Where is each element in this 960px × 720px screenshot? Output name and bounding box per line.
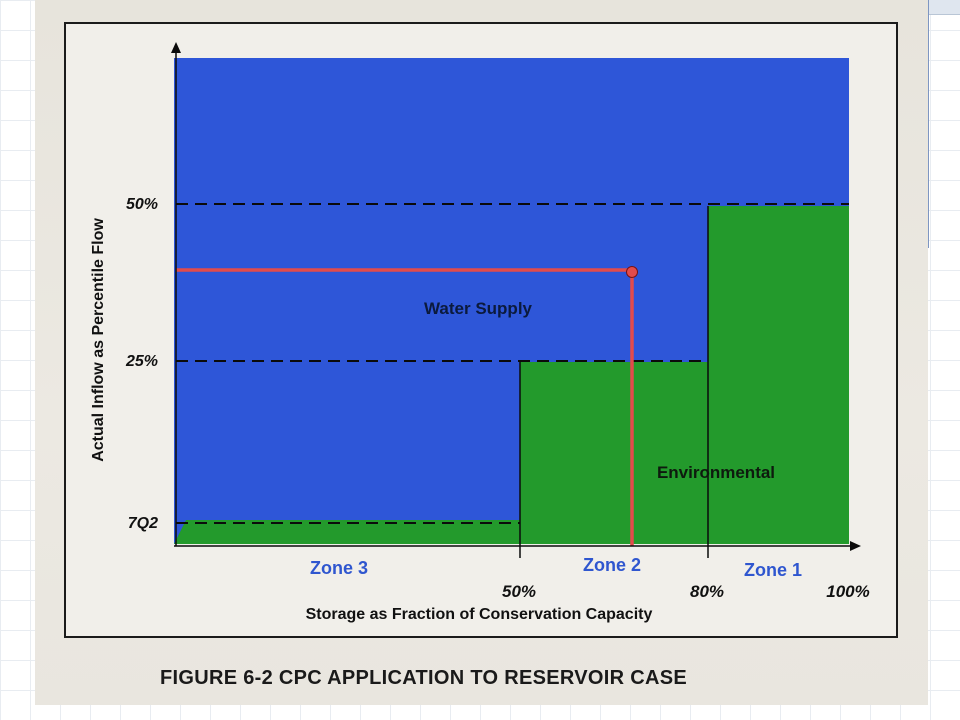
environmental-region [174,206,849,544]
zone-3-label: Zone 3 [310,558,368,578]
zone-1-label: Zone 1 [744,560,802,580]
x-axis-arrow [850,541,861,551]
y-axis-arrow [171,42,181,53]
slide-right-rule [928,0,929,248]
y-tick-50: 50% [126,196,158,213]
x-tick-80: 80% [690,582,724,601]
operating-point-marker [626,266,638,278]
water-supply-label: Water Supply [424,299,533,318]
x-tick-100: 100% [826,582,869,601]
zone-2-label: Zone 2 [583,555,641,575]
figure-caption: FIGURE 6-2 CPC APPLICATION TO RESERVOIR … [160,667,687,689]
y-axis-title: Actual Inflow as Percentile Flow [90,218,107,462]
y-tick-25: 25% [125,353,158,370]
x-tick-50: 50% [502,582,536,601]
environmental-label: Environmental [657,463,775,482]
y-tick-7q2: 7Q2 [128,515,158,532]
x-axis-title: Storage as Fraction of Conservation Capa… [306,606,653,623]
